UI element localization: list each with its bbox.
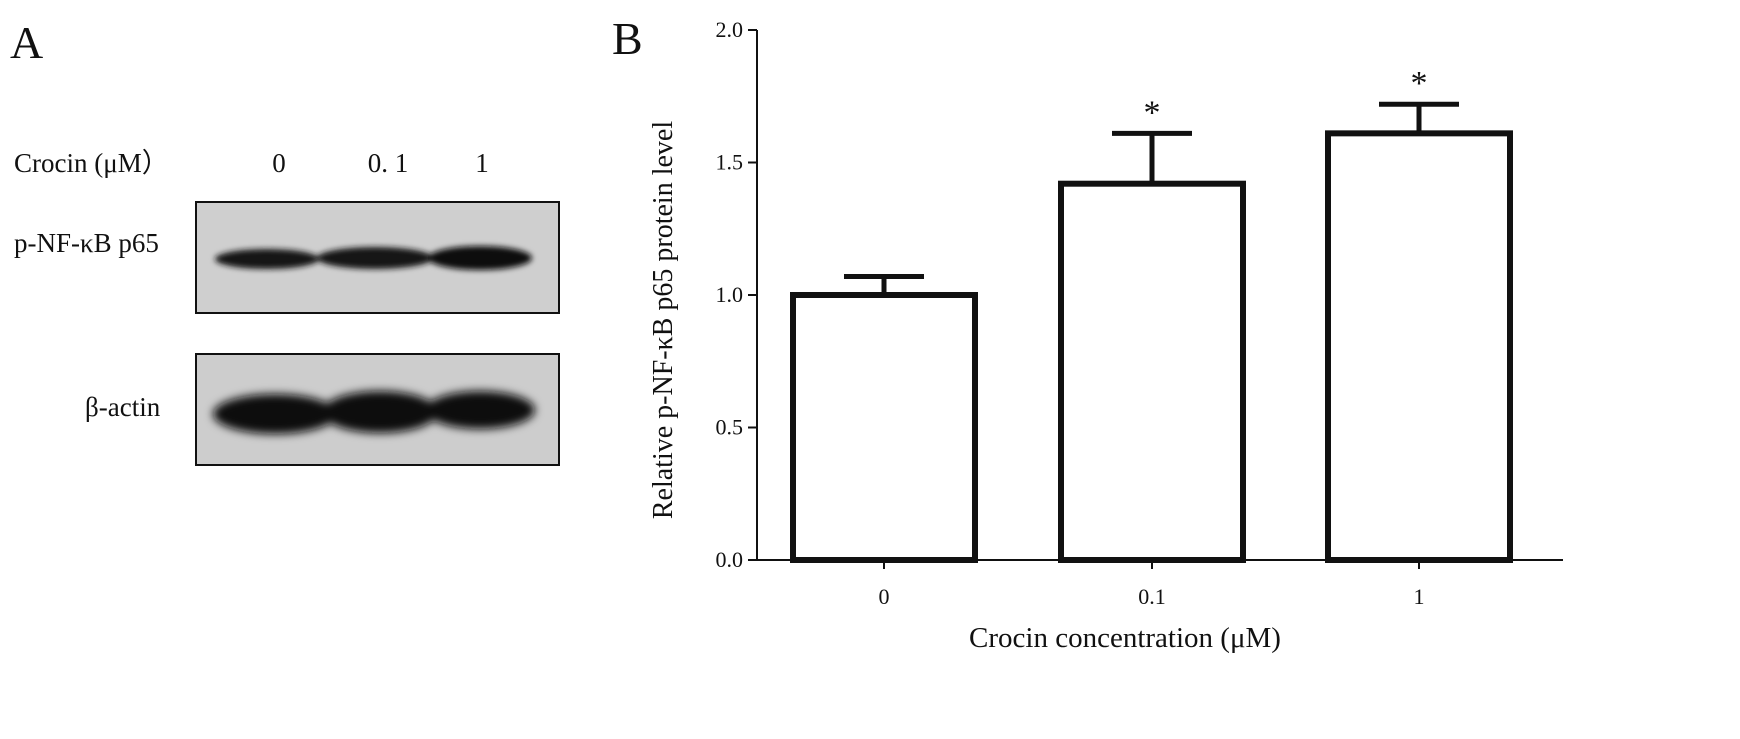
y-axis-label: Relative p-NF-κB p65 protein level: [648, 121, 679, 519]
x-tick-label-1: 0.1: [1138, 584, 1166, 609]
panel-a-letter: A: [10, 17, 44, 68]
blot-p65-bands: [215, 246, 532, 270]
crocin-row-label: Crocin (μM）: [14, 148, 169, 178]
blot-label-actin: β-actin: [85, 392, 161, 422]
lane-label-1: 0. 1: [367, 148, 409, 178]
panel-b-letter: B: [612, 13, 643, 64]
y-tick-label-4: 2.0: [716, 17, 744, 42]
bars: **: [790, 65, 1513, 563]
x-tick-label-0: 0: [879, 584, 890, 609]
y-tick-label-2: 1.0: [716, 282, 744, 307]
lane-label-0: 0: [272, 148, 286, 178]
bar-2: [1325, 130, 1513, 563]
x-tick-label-2: 1: [1414, 584, 1425, 609]
significance-mark-2: *: [1411, 65, 1428, 102]
y-tick-label-0: 0.0: [716, 547, 744, 572]
band-p65-lane-1: [317, 247, 433, 269]
bar-1: [1058, 180, 1246, 563]
y-tick-label-3: 1.5: [716, 150, 744, 175]
blot-actin-bands: [213, 391, 535, 434]
band-actin-lane-1: [322, 391, 438, 433]
band-actin-lane-0: [213, 394, 337, 434]
band-actin-lane-2: [425, 391, 535, 429]
x-axis-label: Crocin concentration (μM): [969, 622, 1281, 654]
significance-mark-1: *: [1144, 94, 1161, 131]
blot-actin: [195, 353, 560, 466]
bar-0: [790, 292, 978, 563]
y-tick-label-1: 0.5: [716, 415, 744, 440]
lane-label-2: 1: [475, 148, 489, 178]
band-p65-lane-0: [215, 249, 319, 269]
band-p65-lane-2: [428, 246, 532, 270]
blot-p65: [195, 201, 560, 314]
blot-label-p65: p-NF-κB p65: [14, 228, 159, 258]
western-blot-figure: [195, 201, 560, 466]
